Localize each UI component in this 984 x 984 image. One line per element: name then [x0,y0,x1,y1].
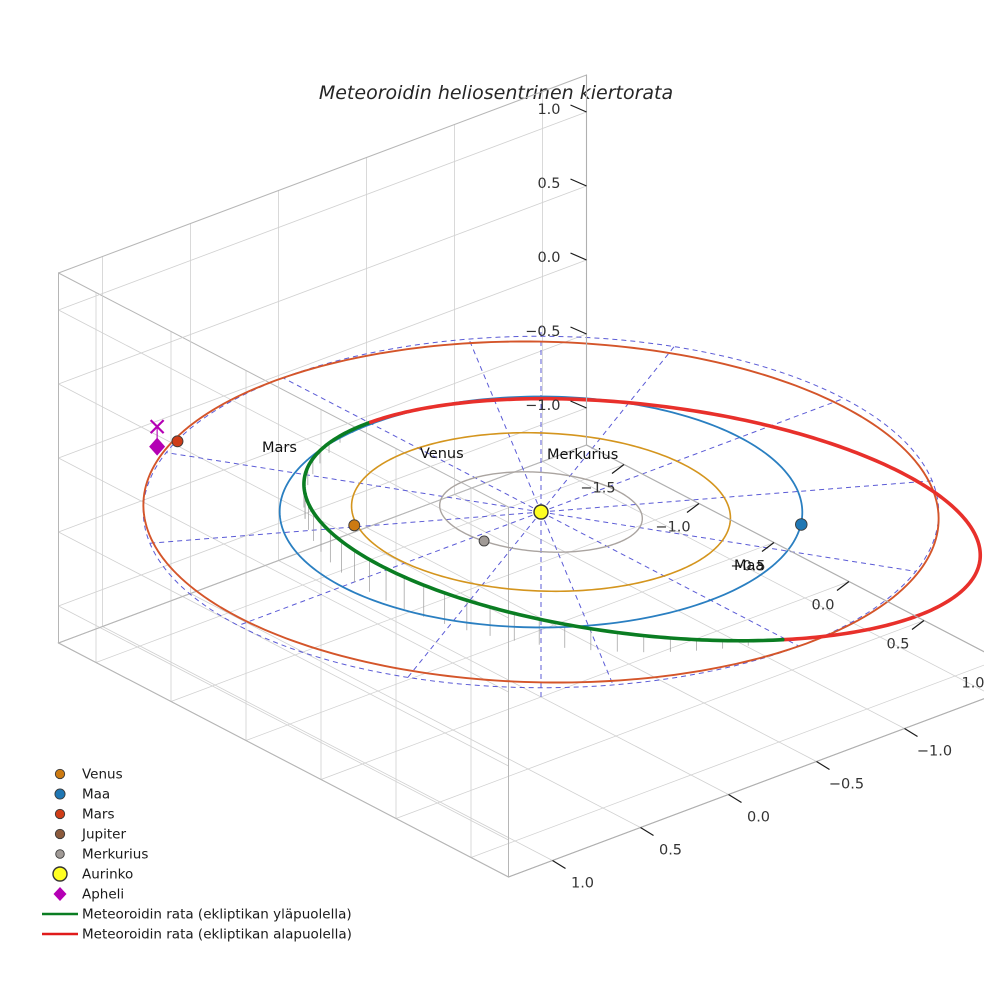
label-merkurius: Merkurius [547,447,618,463]
svg-text:1.0: 1.0 [571,876,594,892]
earth-marker [795,518,808,531]
legend-label: Aurinko [82,867,133,883]
legend-label: Jupiter [81,827,126,843]
svg-text:−1.0: −1.0 [655,520,690,536]
label-venus: Venus [420,446,464,462]
legend-label: Meteoroidin rata (ekliptikan yläpuolella… [82,907,352,923]
legend-item-1[interactable]: Maa [54,787,110,803]
svg-text:−0.5: −0.5 [525,324,560,340]
axis-lines-ticks: −1.5−1.0−0.50.00.51.0−1.5−1.0−0.50.00.51… [508,75,984,892]
svg-text:−1.5: −1.5 [580,481,615,497]
legend-dot-icon [54,828,66,840]
legend[interactable]: Venus Maa Mars Jupiter Merkurius Aurinko Aphel… [42,767,352,943]
page-title: Meteoroidin heliosentrinen kiertorata [319,82,673,104]
svg-text:0.0: 0.0 [537,250,560,266]
legend-item-0[interactable]: Venus [54,767,123,783]
svg-text:0.0: 0.0 [811,598,834,614]
apheli-diamond [149,437,166,456]
legend-label: Apheli [82,887,124,903]
legend-label: Venus [82,767,123,783]
svg-text:−0.5: −0.5 [829,777,864,793]
svg-text:−0.5: −0.5 [730,559,765,575]
label-mars: Mars [262,440,297,456]
legend-item-2[interactable]: Mars [54,807,115,823]
sun-icon [52,866,68,882]
legend-item-4[interactable]: Merkurius [55,847,149,863]
svg-text:0.0: 0.0 [747,810,770,826]
sun-marker [533,504,549,520]
legend-item-3[interactable]: Jupiter [54,827,126,843]
svg-text:−1.0: −1.0 [525,398,560,414]
mars-marker [171,435,184,448]
legend-dot-icon [54,768,66,780]
legend-label: Merkurius [82,847,148,863]
svg-text:1.0: 1.0 [961,676,984,692]
legend-dot-icon [55,849,65,859]
legend-dot-icon [54,808,66,820]
body-markers [149,419,808,547]
body-labels: Mars Venus Merkurius Maa [262,440,764,574]
svg-text:0.5: 0.5 [659,843,682,859]
planet-orbits [142,340,940,684]
legend-label: Meteoroidin rata (ekliptikan alapuolella… [82,927,352,943]
legend-dot-icon [54,788,66,800]
legend-label: Mars [82,807,115,823]
svg-text:0.5: 0.5 [537,176,560,192]
diamond-icon [53,887,67,901]
meteoroid-orbit [302,396,983,643]
svg-text:−1.0: −1.0 [917,744,952,760]
legend-item-8[interactable]: Meteoroidin rata (ekliptikan alapuolella… [42,927,352,943]
apheli-x-icon [149,419,165,434]
axes-panes [57,74,984,878]
label-maa: Maa [734,558,764,574]
legend-label: Maa [82,787,110,803]
svg-text:1.0: 1.0 [537,102,560,118]
ecliptic-guides [142,327,940,697]
svg-text:0.5: 0.5 [886,637,909,653]
mercury-marker [478,535,490,547]
legend-item-6[interactable]: Apheli [53,887,125,903]
legend-item-7[interactable]: Meteoroidin rata (ekliptikan yläpuolella… [42,907,352,923]
legend-item-5[interactable]: Aurinko [52,866,133,883]
venus-marker [348,519,361,532]
